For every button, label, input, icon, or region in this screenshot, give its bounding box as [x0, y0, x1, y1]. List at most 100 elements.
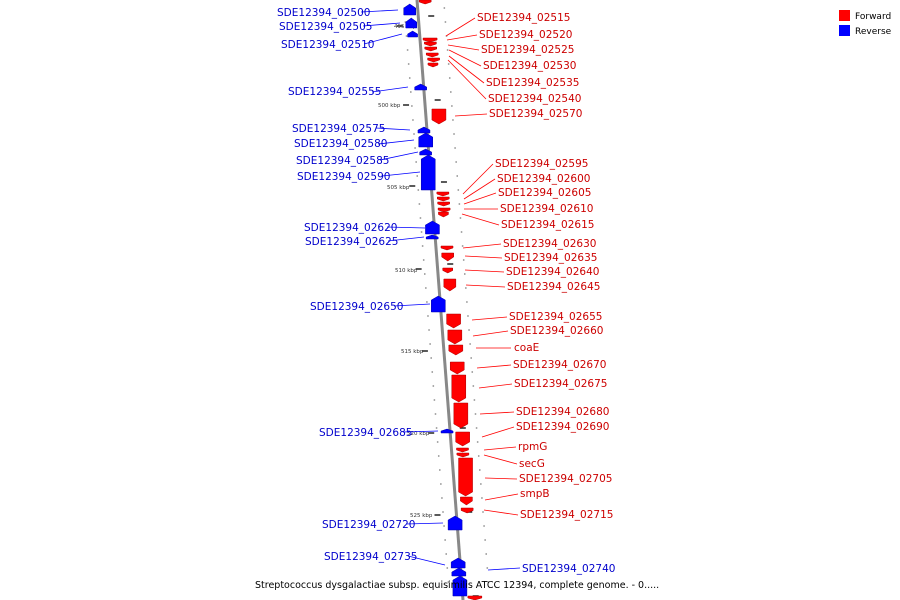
- gene-label[interactable]: SDE12394_02650: [310, 301, 403, 313]
- gene-label[interactable]: SDE12394_02610: [500, 203, 593, 215]
- gene-label[interactable]: SDE12394_02535: [486, 77, 579, 89]
- forward-gene-block[interactable]: [436, 191, 450, 197]
- reverse-gene-block[interactable]: [450, 557, 466, 569]
- reverse-gene-block[interactable]: [452, 575, 468, 597]
- forward-gene-block[interactable]: [437, 196, 450, 202]
- gene-label[interactable]: SDE12394_02510: [281, 39, 374, 51]
- gene-label[interactable]: SDE12394_02640: [506, 266, 599, 278]
- gene-label[interactable]: SDE12394_02645: [507, 281, 600, 293]
- gene-label[interactable]: smpB: [520, 488, 550, 500]
- gene-label[interactable]: SDE12394_02625: [305, 236, 398, 248]
- forward-gene-block[interactable]: [443, 278, 457, 292]
- forward-gene-block[interactable]: [456, 452, 470, 458]
- reverse-gene-block[interactable]: [418, 132, 433, 148]
- gene-label[interactable]: SDE12394_02680: [516, 406, 609, 418]
- forward-gene-block[interactable]: [425, 52, 439, 58]
- gene-label[interactable]: SDE12394_02520: [479, 29, 572, 41]
- reverse-gene-block[interactable]: [425, 234, 439, 240]
- forward-leader-line: [483, 446, 517, 451]
- reverse-gene-block[interactable]: [451, 567, 467, 577]
- forward-gene-block[interactable]: [427, 57, 440, 63]
- reverse-leader-line: [405, 522, 444, 525]
- forward-gene-block[interactable]: [438, 211, 449, 218]
- forward-gene-block[interactable]: [451, 374, 467, 403]
- reverse-gene-block[interactable]: [425, 220, 440, 235]
- gene-label[interactable]: SDE12394_02585: [296, 155, 389, 167]
- gene-label[interactable]: SDE12394_02540: [488, 93, 581, 105]
- forward-leader-line: [465, 284, 506, 288]
- scale-label-520: 520 kbp: [407, 431, 430, 437]
- gene-label[interactable]: SDE12394_02580: [294, 138, 387, 150]
- forward-gene-block[interactable]: [453, 402, 469, 429]
- reverse-gene-block[interactable]: [414, 83, 427, 91]
- forward-gene-block[interactable]: [422, 37, 438, 43]
- gene-label[interactable]: SDE12394_02705: [519, 473, 612, 485]
- gene-label[interactable]: SDE12394_02525: [481, 44, 574, 56]
- gene-label[interactable]: SDE12394_02605: [498, 187, 591, 199]
- gene-label[interactable]: SDE12394_02500: [277, 7, 370, 19]
- reverse-gene-block[interactable]: [440, 428, 454, 434]
- gene-label[interactable]: rpmG: [518, 441, 547, 453]
- gene-label[interactable]: SDE12394_02575: [292, 123, 385, 135]
- gene-label[interactable]: SDE12394_02675: [514, 378, 607, 390]
- gene-label[interactable]: SDE12394_02690: [516, 421, 609, 433]
- gene-features: [403, 0, 483, 600]
- gene-label[interactable]: SDE12394_02595: [495, 158, 588, 170]
- reverse-gene-block[interactable]: [405, 17, 418, 29]
- forward-leader-line: [462, 243, 502, 249]
- gene-label[interactable]: SDE12394_02655: [509, 311, 602, 323]
- forward-gene-block[interactable]: [424, 46, 438, 52]
- gene-label[interactable]: SDE12394_02515: [477, 12, 570, 24]
- gene-label[interactable]: SDE12394_02685: [319, 427, 412, 439]
- forward-gene-block[interactable]: [441, 252, 454, 262]
- forward-gene-block[interactable]: [427, 62, 439, 68]
- gene-label[interactable]: secG: [519, 458, 545, 470]
- gene-label[interactable]: SDE12394_02600: [497, 173, 590, 185]
- gene-label[interactable]: SDE12394_02590: [297, 171, 390, 183]
- gene-label[interactable]: SDE12394_02530: [483, 60, 576, 72]
- reverse-gene-block[interactable]: [420, 154, 436, 191]
- forward-gene-block[interactable]: [460, 507, 474, 514]
- reverse-gene-block[interactable]: [447, 515, 463, 531]
- reverse-gene-block[interactable]: [407, 30, 418, 38]
- forward-gene-block[interactable]: [449, 361, 465, 375]
- gene-label[interactable]: SDE12394_02620: [304, 222, 397, 234]
- forward-gene-block[interactable]: [456, 447, 469, 453]
- forward-leader-line: [472, 330, 509, 337]
- forward-gene-block[interactable]: [455, 431, 470, 447]
- forward-gene-block[interactable]: [440, 245, 454, 251]
- forward-gene-block[interactable]: [446, 313, 461, 329]
- forward-gene-block[interactable]: [418, 0, 432, 5]
- reverse-gene-block[interactable]: [419, 148, 432, 156]
- forward-gene-block[interactable]: [467, 595, 483, 600]
- forward-gene-block[interactable]: [424, 41, 437, 47]
- forward-gene-block[interactable]: [437, 207, 451, 213]
- forward-gene-block[interactable]: [460, 496, 473, 506]
- gene-label[interactable]: SDE12394_02740: [522, 563, 615, 575]
- gene-label[interactable]: coaE: [514, 342, 539, 354]
- forward-gene-block[interactable]: [442, 267, 453, 274]
- forward-gene-block[interactable]: [431, 108, 447, 125]
- gene-label[interactable]: SDE12394_02670: [513, 359, 606, 371]
- forward-gene-block[interactable]: [458, 457, 473, 497]
- scale-label-505: 505 kbp: [387, 185, 410, 191]
- gene-label[interactable]: SDE12394_02720: [322, 519, 415, 531]
- gene-label[interactable]: SDE12394_02570: [489, 108, 582, 120]
- gene-label[interactable]: SDE12394_02555: [288, 86, 381, 98]
- reverse-gene-block[interactable]: [403, 3, 416, 16]
- gene-label[interactable]: SDE12394_02735: [324, 551, 417, 563]
- gene-label[interactable]: SDE12394_02505: [279, 21, 372, 33]
- scale-label-510: 510 kbp: [395, 268, 418, 274]
- reverse-leader-line: [362, 22, 401, 27]
- forward-gene-block[interactable]: [437, 201, 450, 207]
- forward-gene-block[interactable]: [448, 344, 464, 356]
- forward-gene-block[interactable]: [447, 329, 463, 345]
- gene-label[interactable]: SDE12394_02630: [503, 238, 596, 250]
- reverse-gene-block[interactable]: [417, 126, 431, 134]
- gene-label[interactable]: SDE12394_02615: [501, 219, 594, 231]
- forward-leader-line: [478, 383, 513, 389]
- gene-label[interactable]: SDE12394_02715: [520, 509, 613, 521]
- reverse-gene-block[interactable]: [431, 295, 446, 313]
- gene-label[interactable]: SDE12394_02660: [510, 325, 603, 337]
- gene-label[interactable]: SDE12394_02635: [504, 252, 597, 264]
